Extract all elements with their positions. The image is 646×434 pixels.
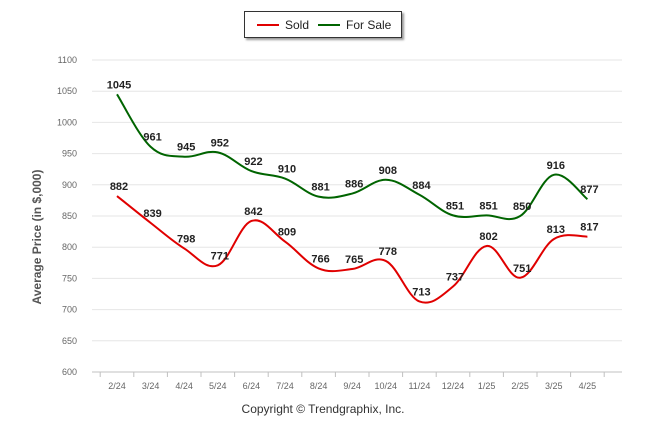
data-label-for-sale: 851 (446, 200, 464, 212)
series-lines (116, 93, 589, 304)
y-tick-label: 1050 (57, 86, 77, 96)
data-label-sold: 737 (446, 272, 464, 284)
x-tick-label: 4/25 (579, 381, 597, 391)
legend-for-sale-label[interactable]: For Sale (346, 18, 392, 32)
data-label-for-sale: 916 (547, 160, 565, 172)
x-tick-label: 3/24 (142, 381, 160, 391)
series-line-sold[interactable] (116, 195, 588, 304)
data-label-for-sale: 1045 (107, 79, 131, 91)
data-label-for-sale: 851 (479, 200, 497, 212)
data-label-sold: 778 (379, 246, 397, 258)
y-tick-label: 1100 (58, 55, 77, 65)
legend-for-sale-swatch (318, 24, 340, 26)
data-label-sold: 813 (547, 224, 565, 236)
x-tick-label: 5/24 (209, 381, 227, 391)
data-label-sold: 713 (412, 286, 430, 298)
y-tick-label: 800 (62, 242, 77, 252)
x-tick-label: 10/24 (375, 381, 398, 391)
grid-lines (92, 59, 622, 373)
x-tick-label: 11/24 (408, 381, 430, 391)
axes: 600 650 700 750 800 850 900 950 1000 1050 1100 2/24… (57, 55, 622, 391)
data-label-sold: 809 (278, 227, 296, 239)
y-tick-label: 700 (62, 305, 77, 315)
y-axis-title: Average Price (in $,000) (30, 169, 44, 305)
copyright-text: Copyright © Trendgraphix, Inc. (241, 402, 405, 416)
data-label-for-sale: 850 (513, 201, 531, 213)
x-tick-label: 2/24 (108, 381, 126, 391)
data-label-for-sale: 922 (244, 156, 262, 168)
legend[interactable]: Sold For Sale (244, 11, 402, 38)
data-label-for-sale: 910 (278, 164, 296, 176)
y-tick-label: 1000 (57, 117, 77, 127)
x-tick-label: 6/24 (243, 381, 261, 391)
x-tick-label: 7/24 (276, 381, 294, 391)
y-tick-label: 650 (62, 336, 77, 346)
series-line-for-sale[interactable] (116, 93, 589, 221)
data-labels: 882 839 798 771 842 809 766 765 778 713 737 802 751 8… (107, 79, 599, 298)
data-label-sold: 839 (143, 208, 161, 220)
data-label-for-sale: 877 (580, 184, 598, 196)
x-tick-label: 3/25 (545, 381, 563, 391)
data-label-sold: 766 (311, 253, 329, 265)
x-tick-label: 8/24 (310, 381, 328, 391)
x-tick-label: 4/24 (175, 381, 193, 391)
y-tick-label: 600 (62, 367, 77, 377)
legend-sold-swatch (257, 24, 279, 26)
data-label-sold: 842 (244, 206, 262, 218)
data-label-for-sale: 952 (211, 137, 229, 149)
data-label-sold: 802 (479, 231, 497, 243)
y-tick-label: 950 (62, 149, 77, 159)
data-label-for-sale: 884 (412, 180, 431, 192)
data-label-sold: 798 (177, 233, 195, 245)
data-label-for-sale: 945 (177, 142, 195, 154)
data-label-for-sale: 886 (345, 179, 363, 191)
x-tick-label: 1/25 (478, 381, 496, 391)
y-tick-label: 850 (62, 211, 77, 221)
data-label-for-sale: 908 (379, 165, 397, 177)
x-tick-label: 2/25 (511, 381, 529, 391)
data-label-sold: 817 (580, 222, 598, 234)
data-label-sold: 765 (345, 254, 363, 266)
data-label-sold: 751 (513, 263, 531, 275)
data-label-sold: 882 (110, 181, 128, 193)
data-label-sold: 771 (211, 250, 229, 262)
x-tick-label: 12/24 (442, 381, 465, 391)
y-tick-label: 900 (62, 180, 77, 190)
data-label-for-sale: 881 (311, 182, 329, 194)
data-label-for-sale: 961 (143, 132, 161, 144)
y-tick-label: 750 (62, 273, 77, 283)
legend-sold-label[interactable]: Sold (285, 18, 310, 32)
x-tick-label: 9/24 (343, 381, 361, 391)
